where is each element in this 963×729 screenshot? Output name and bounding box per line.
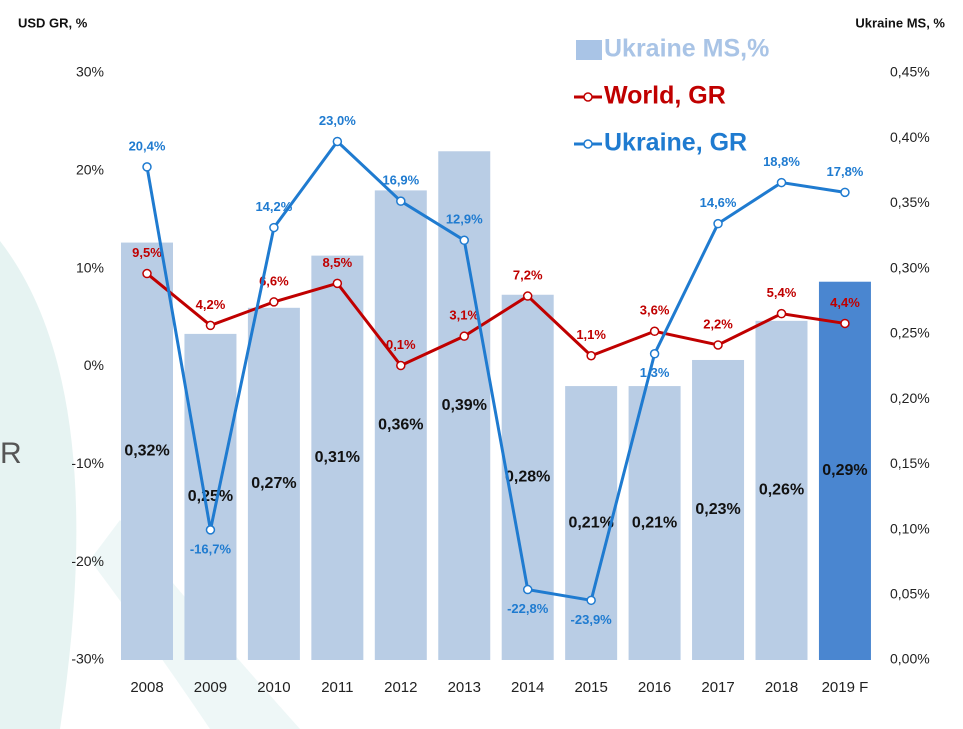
- x-tick-label: 2010: [257, 679, 290, 696]
- point-value-label: 16,9%: [382, 173, 419, 188]
- point: [587, 596, 595, 604]
- y2-tick-label: 0,30%: [890, 259, 930, 275]
- point: [841, 188, 849, 196]
- point: [714, 341, 722, 349]
- y-tick-label: -10%: [71, 455, 104, 471]
- bar-value-label: 0,28%: [505, 469, 550, 486]
- x-tick-label: 2019 F: [822, 679, 869, 696]
- bar-value-label: 0,21%: [632, 514, 677, 531]
- point: [651, 350, 659, 358]
- point: [333, 279, 341, 287]
- point: [460, 236, 468, 244]
- legend-swatch: [576, 40, 602, 60]
- point: [714, 220, 722, 228]
- point: [333, 137, 341, 145]
- point: [143, 270, 151, 278]
- point-value-label: -23,9%: [571, 612, 613, 627]
- y-tick-label: 30%: [76, 64, 104, 80]
- point: [206, 526, 214, 534]
- point: [270, 224, 278, 232]
- y2-tick-label: 0,40%: [890, 129, 930, 145]
- x-tick-label: 2017: [701, 679, 734, 696]
- point: [524, 292, 532, 300]
- y-tick-label: -20%: [71, 553, 104, 569]
- point-value-label: 9,5%: [132, 245, 162, 260]
- page: {"chart_data": { "type": "bar", "y_title…: [0, 0, 963, 729]
- bar-value-label: 0,39%: [442, 397, 487, 414]
- x-tick-label: 2015: [574, 679, 607, 696]
- point-value-label: 20,4%: [129, 138, 166, 153]
- y2-tick-label: 0,05%: [890, 585, 930, 601]
- point: [778, 310, 786, 318]
- point-value-label: 12,9%: [446, 212, 483, 227]
- x-tick-label: 2013: [448, 679, 481, 696]
- point-value-label: 1,3%: [640, 365, 670, 380]
- point: [524, 586, 532, 594]
- point: [206, 321, 214, 329]
- y2-axis-title: Ukraine MS, %: [855, 15, 945, 30]
- legend-label: World, GR: [604, 82, 726, 110]
- point-value-label: 3,6%: [640, 303, 670, 318]
- point-value-label: 3,1%: [449, 308, 479, 323]
- legend-label: Ukraine, GR: [604, 129, 747, 157]
- bar-value-label: 0,36%: [378, 416, 423, 433]
- bar-value-label: 0,31%: [315, 449, 360, 466]
- legend-swatch: [584, 93, 592, 101]
- point-value-label: 1,1%: [576, 327, 606, 342]
- point-value-label: -22,8%: [507, 601, 549, 616]
- bar-value-label: 0,21%: [568, 514, 613, 531]
- point-value-label: 18,8%: [763, 154, 800, 169]
- x-tick-label: 2011: [321, 679, 353, 696]
- y2-tick-label: 0,25%: [890, 325, 930, 341]
- x-tick-label: 2009: [194, 679, 227, 696]
- x-tick-label: 2012: [384, 679, 417, 696]
- y2-tick-label: 0,00%: [890, 651, 930, 667]
- point-value-label: 8,5%: [323, 255, 353, 270]
- y2-tick-label: 0,20%: [890, 390, 930, 406]
- y-axis-title: USD GR, %: [18, 15, 88, 30]
- point-value-label: -16,7%: [190, 541, 232, 556]
- point-value-label: 17,8%: [827, 164, 864, 179]
- side-text: R: [0, 437, 22, 470]
- point: [143, 163, 151, 171]
- bar-value-label: 0,23%: [695, 501, 740, 518]
- point: [841, 319, 849, 327]
- bar-value-label: 0,27%: [251, 475, 296, 492]
- bar-value-label: 0,26%: [759, 482, 804, 499]
- point-value-label: 14,6%: [700, 195, 737, 210]
- y-tick-label: 10%: [76, 259, 104, 275]
- chart: R USD GR, % Ukraine MS, % -30% -20% -10% 0%…: [0, 0, 963, 729]
- point-value-label: 2,2%: [703, 316, 733, 331]
- point-value-label: 23,0%: [319, 113, 356, 128]
- x-tick-label: 2008: [130, 679, 163, 696]
- point: [397, 362, 405, 370]
- point-value-label: 7,2%: [513, 267, 543, 282]
- point-value-label: 4,2%: [196, 297, 226, 312]
- y-tick-label: 0%: [84, 357, 104, 373]
- point-value-label: 14,2%: [255, 199, 292, 214]
- point-value-label: 0,1%: [386, 337, 416, 352]
- x-tick-label: 2014: [511, 679, 544, 696]
- y2-tick-label: 0,15%: [890, 455, 930, 471]
- y-tick-label: -30%: [71, 651, 104, 667]
- point-value-label: 4,4%: [830, 295, 860, 310]
- bar-value-label: 0,29%: [822, 462, 867, 479]
- legend-swatch: [584, 140, 592, 148]
- point: [587, 352, 595, 360]
- x-tick-label: 2018: [765, 679, 798, 696]
- y-tick-label: 20%: [76, 162, 104, 178]
- point: [397, 197, 405, 205]
- point: [778, 179, 786, 187]
- point: [270, 298, 278, 306]
- bar-value-label: 0,25%: [188, 488, 233, 505]
- legend-label: Ukraine MS,%: [604, 35, 769, 63]
- y2-tick-label: 0,45%: [890, 64, 930, 80]
- y2-tick-label: 0,10%: [890, 520, 930, 536]
- point-value-label: 5,4%: [767, 285, 797, 300]
- x-tick-label: 2016: [638, 679, 671, 696]
- bar-value-label: 0,32%: [124, 443, 169, 460]
- y2-tick-label: 0,35%: [890, 194, 930, 210]
- point: [651, 327, 659, 335]
- point: [460, 332, 468, 340]
